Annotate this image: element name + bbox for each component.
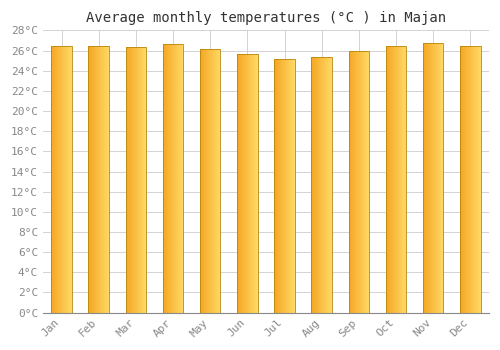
Bar bbox=[163, 43, 184, 313]
Title: Average monthly temperatures (°C ) in Majan: Average monthly temperatures (°C ) in Ma… bbox=[86, 11, 446, 25]
Bar bbox=[423, 43, 444, 313]
Bar bbox=[200, 49, 220, 313]
Bar bbox=[88, 46, 109, 313]
Bar bbox=[348, 51, 369, 313]
Bar bbox=[52, 46, 72, 313]
Bar bbox=[312, 57, 332, 313]
Bar bbox=[126, 47, 146, 313]
Bar bbox=[237, 54, 258, 313]
Bar bbox=[460, 46, 480, 313]
Bar bbox=[274, 59, 294, 313]
Bar bbox=[386, 46, 406, 313]
